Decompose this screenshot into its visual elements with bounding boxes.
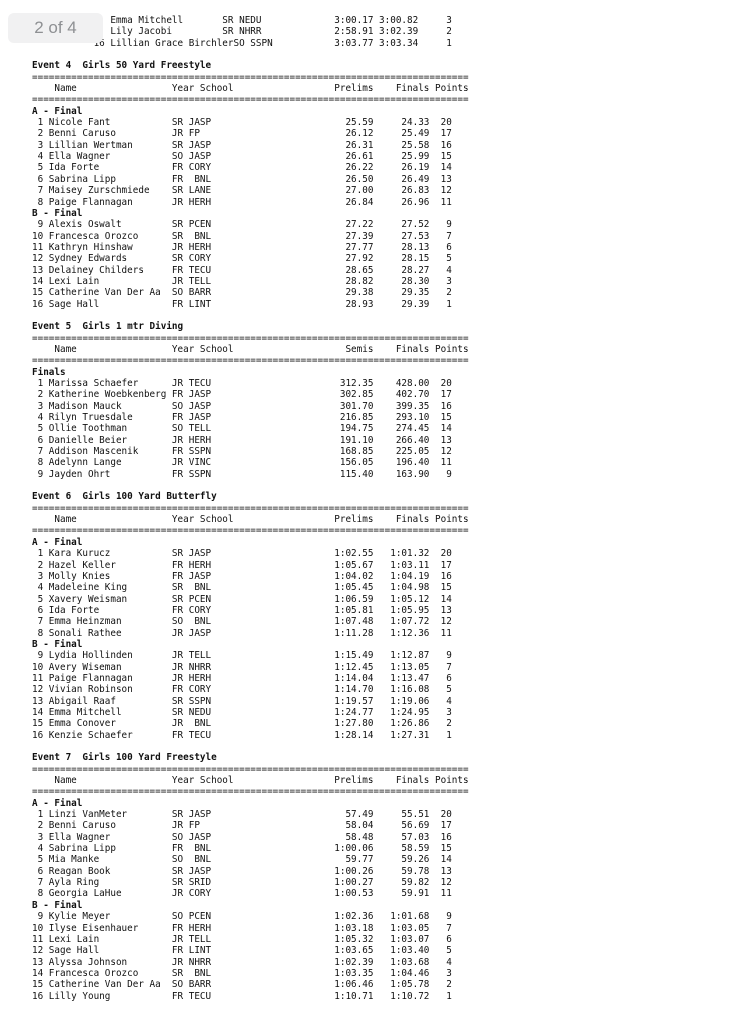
table-separator: ========================================… bbox=[32, 786, 469, 798]
result-row: 16 Lilly Young FR TECU 1:10.71 1:10.72 1 bbox=[32, 990, 452, 1002]
event-title: Event 6 Girls 100 Yard Butterfly bbox=[32, 491, 217, 503]
continuation-result-row: Lily Jacobi SR NHRR 2:58.91 3:02.39 2 bbox=[32, 26, 452, 38]
result-row: 3 Madison Mauck SO JASP 301.70 399.35 16 bbox=[32, 400, 452, 412]
result-row: 1 Linzi VanMeter SR JASP 57.49 55.51 20 bbox=[32, 809, 452, 821]
result-row: 15 Catherine Van Der Aa SO BARR 29.38 29… bbox=[32, 287, 452, 299]
result-row: 5 Ida Forte FR CORY 26.22 26.19 14 bbox=[32, 162, 452, 174]
result-row: 12 Sydney Edwards SR CORY 27.92 28.15 5 bbox=[32, 253, 452, 265]
blank-line bbox=[32, 480, 469, 491]
result-row: 3 Ella Wagner SO JASP 58.48 57.03 16 bbox=[32, 831, 452, 843]
table-separator: ========================================… bbox=[32, 332, 469, 344]
table-header-row: Name Year School Semis Finals Points bbox=[32, 343, 469, 355]
result-row: 5 Xavery Weisman SR PCEN 1:06.59 1:05.12… bbox=[32, 593, 452, 605]
result-row: 11 Lexi Lain JR TELL 1:05.32 1:03.07 6 bbox=[32, 933, 452, 945]
table-separator: ========================================… bbox=[32, 502, 469, 514]
result-row: 9 Jayden Ohrt FR SSPN 115.40 163.90 9 bbox=[32, 468, 452, 480]
section-label: A - Final bbox=[32, 536, 83, 548]
result-row: 7 Ayla Ring SR SRID 1:00.27 59.82 12 bbox=[32, 877, 452, 889]
result-row: 9 Alexis Oswalt SR PCEN 27.22 27.52 9 bbox=[32, 219, 452, 231]
result-row: 10 Ilyse Eisenhauer FR HERH 1:03.18 1:03… bbox=[32, 922, 452, 934]
result-row: 1 Marissa Schaefer JR TECU 312.35 428.00… bbox=[32, 378, 452, 389]
blank-line bbox=[32, 49, 469, 60]
table-header-row: Name Year School Prelims Finals Points bbox=[32, 775, 469, 787]
result-row: 14 Lexi Lain JR TELL 28.82 28.30 3 bbox=[32, 275, 452, 287]
table-separator: ========================================… bbox=[32, 525, 469, 537]
result-row: 8 Paige Flannagan JR HERH 26.84 26.96 11 bbox=[32, 196, 452, 208]
result-row: 16 Kenzie Schaefer FR TECU 1:28.14 1:27.… bbox=[32, 729, 452, 741]
section-label: Finals bbox=[32, 366, 66, 378]
result-row: 12 Sage Hall FR LINT 1:03.65 1:03.40 5 bbox=[32, 945, 452, 957]
result-row: 13 Alyssa Johnson JR NHRR 1:02.39 1:03.6… bbox=[32, 956, 452, 968]
result-row: 14 Francesca Orozco SR BNL 1:03.35 1:04.… bbox=[32, 967, 452, 979]
result-row: 1 Nicole Fant SR JASP 25.59 24.33 20 bbox=[32, 117, 452, 129]
result-row: 7 Emma Heinzman SO BNL 1:07.48 1:07.72 1… bbox=[32, 616, 452, 628]
result-row: 2 Benni Caruso JR FP 58.04 56.69 17 bbox=[32, 820, 452, 832]
table-header-row: Name Year School Prelims Finals Points bbox=[32, 83, 469, 95]
section-label: B - Final bbox=[32, 899, 83, 911]
result-row: 8 Sonali Rathee JR JASP 1:11.28 1:12.36 … bbox=[32, 627, 452, 639]
results-document: Emma Mitchell SR NEDU 3:00.17 3:00.82 3 … bbox=[32, 15, 469, 1002]
event-title: Event 5 Girls 1 mtr Diving bbox=[32, 321, 184, 333]
result-row: 8 Georgia LaHue JR CORY 1:00.53 59.91 11 bbox=[32, 888, 452, 900]
result-row: 6 Reagan Book SR JASP 1:00.26 59.78 13 bbox=[32, 865, 452, 877]
result-row: 11 Paige Flannagan JR HERH 1:14.04 1:13.… bbox=[32, 672, 452, 684]
result-row: 6 Danielle Beier JR HERH 191.10 266.40 1… bbox=[32, 434, 452, 446]
section-label: B - Final bbox=[32, 638, 83, 650]
result-row: 9 Kylie Meyer SO PCEN 1:02.36 1:01.68 9 bbox=[32, 911, 452, 923]
result-row: 8 Adelynn Lange JR VINC 156.05 196.40 11 bbox=[32, 457, 452, 469]
result-row: 13 Delainey Childers FR TECU 28.65 28.27… bbox=[32, 264, 452, 276]
result-row: 4 Madeleine King SR BNL 1:05.45 1:04.98 … bbox=[32, 582, 452, 594]
result-row: 10 Francesca Orozco SR BNL 27.39 27.53 7 bbox=[32, 230, 452, 242]
continuation-result-row: 16 Lillian Grace BirchlerSO SSPN 3:03.77… bbox=[32, 37, 452, 49]
table-header-row: Name Year School Prelims Finals Points bbox=[32, 514, 469, 526]
result-row: 16 Sage Hall FR LINT 28.93 29.39 1 bbox=[32, 298, 452, 310]
table-separator: ========================================… bbox=[32, 94, 469, 106]
result-row: 10 Avery Wiseman JR NHRR 1:12.45 1:13.05… bbox=[32, 661, 452, 673]
result-row: 7 Addison Mascenik FR SSPN 168.85 225.05… bbox=[32, 446, 452, 458]
section-label: B - Final bbox=[32, 207, 83, 219]
result-row: 3 Lillian Wertman SR JASP 26.31 25.58 16 bbox=[32, 139, 452, 151]
result-row: 15 Catherine Van Der Aa SO BARR 1:06.46 … bbox=[32, 979, 452, 991]
result-row: 4 Rilyn Truesdale FR JASP 216.85 293.10 … bbox=[32, 412, 452, 424]
result-row: 1 Kara Kurucz SR JASP 1:02.55 1:01.32 20 bbox=[32, 548, 452, 560]
blank-line bbox=[32, 741, 469, 752]
result-row: 2 Katherine Woebkenberg FR JASP 302.85 4… bbox=[32, 389, 452, 401]
section-label: A - Final bbox=[32, 105, 83, 117]
result-row: 12 Vivian Robinson FR CORY 1:14.70 1:16.… bbox=[32, 684, 452, 696]
section-label: A - Final bbox=[32, 797, 83, 809]
continuation-result-row: Emma Mitchell SR NEDU 3:00.17 3:00.82 3 bbox=[32, 15, 452, 26]
result-row: 11 Kathryn Hinshaw JR HERH 27.77 28.13 6 bbox=[32, 241, 452, 253]
table-separator: ========================================… bbox=[32, 763, 469, 775]
result-row: 2 Hazel Keller FR HERH 1:05.67 1:03.11 1… bbox=[32, 559, 452, 571]
table-separator: ========================================… bbox=[32, 355, 469, 367]
result-row: 9 Lydia Hollinden JR TELL 1:15.49 1:12.8… bbox=[32, 650, 452, 662]
page-indicator-badge: 2 of 4 bbox=[8, 13, 103, 43]
result-row: 14 Emma Mitchell SR NEDU 1:24.77 1:24.95… bbox=[32, 706, 452, 718]
result-row: 2 Benni Caruso JR FP 26.12 25.49 17 bbox=[32, 128, 452, 140]
result-row: 4 Ella Wagner SO JASP 26.61 25.99 15 bbox=[32, 151, 452, 163]
event-title: Event 7 Girls 100 Yard Freestyle bbox=[32, 752, 217, 764]
result-row: 15 Emma Conover JR BNL 1:27.80 1:26.86 2 bbox=[32, 718, 452, 730]
result-row: 3 Molly Knies FR JASP 1:04.02 1:04.19 16 bbox=[32, 570, 452, 582]
event-title: Event 4 Girls 50 Yard Freestyle bbox=[32, 60, 212, 72]
result-row: 5 Ollie Toothman SO TELL 194.75 274.45 1… bbox=[32, 423, 452, 435]
result-row: 6 Sabrina Lipp FR BNL 26.50 26.49 13 bbox=[32, 173, 452, 185]
result-row: 13 Abigail Raaf SR SSPN 1:19.57 1:19.06 … bbox=[32, 695, 452, 707]
result-row: 6 Ida Forte FR CORY 1:05.81 1:05.95 13 bbox=[32, 604, 452, 616]
table-separator: ========================================… bbox=[32, 71, 469, 83]
result-row: 7 Maisey Zurschmiede SR LANE 27.00 26.83… bbox=[32, 185, 452, 197]
result-row: 4 Sabrina Lipp FR BNL 1:00.06 58.59 15 bbox=[32, 843, 452, 855]
blank-line bbox=[32, 310, 469, 321]
result-row: 5 Mia Manke SO BNL 59.77 59.26 14 bbox=[32, 854, 452, 866]
